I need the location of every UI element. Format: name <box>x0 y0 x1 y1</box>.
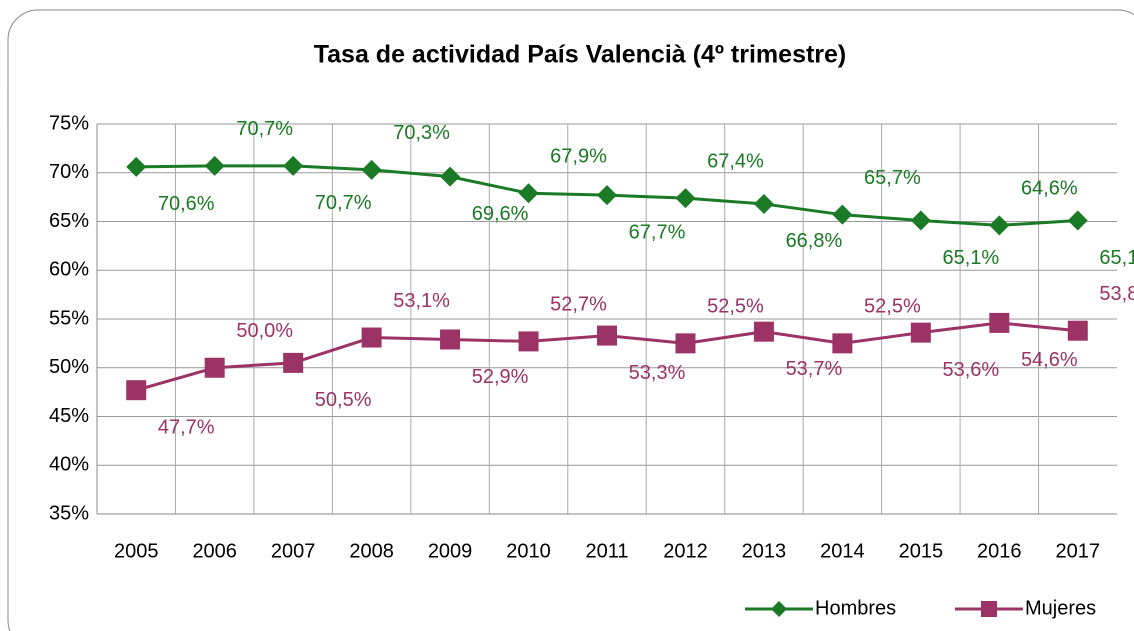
point <box>597 185 617 206</box>
legend-label: Mujeres <box>1025 597 1096 619</box>
point <box>440 166 461 187</box>
chart-title: Tasa de actividad País Valencià (4º trim… <box>314 41 847 69</box>
legend-label: Hombres <box>815 597 896 619</box>
point <box>204 357 225 378</box>
x-tick-label: 2009 <box>428 540 473 562</box>
point <box>753 321 774 342</box>
y-tick-label: 35% <box>49 502 89 524</box>
data-label: 47,7% <box>158 416 215 438</box>
x-tick-label: 2006 <box>192 540 237 562</box>
x-tick-label: 2011 <box>585 540 628 562</box>
x-tick-label: 2017 <box>1056 540 1101 562</box>
data-label: 54,6% <box>1021 349 1078 371</box>
data-label: 52,7% <box>550 294 607 316</box>
point <box>518 183 539 204</box>
point <box>126 380 147 401</box>
y-tick-label: 45% <box>49 405 89 427</box>
point <box>753 193 774 214</box>
data-label: 52,5% <box>707 296 764 318</box>
data-label: 65,1% <box>942 247 999 269</box>
data-label: 65,7% <box>864 167 921 189</box>
point <box>204 155 225 176</box>
data-label: 53,6% <box>942 359 999 381</box>
point <box>675 188 696 209</box>
y-tick-label: 70% <box>49 161 89 183</box>
point <box>910 322 931 343</box>
point <box>283 155 304 176</box>
x-tick-label: 2016 <box>977 540 1022 562</box>
x-tick-label: 2015 <box>899 540 944 562</box>
x-tick-label: 2010 <box>506 540 551 562</box>
point <box>910 210 931 231</box>
data-label: 53,3% <box>629 362 686 384</box>
data-label: 70,7% <box>236 118 293 140</box>
data-label: 70,7% <box>315 192 372 214</box>
data-label: 50,0% <box>236 320 293 342</box>
point <box>832 204 853 225</box>
y-tick-label: 50% <box>49 356 89 378</box>
x-tick-label: 2012 <box>663 540 708 562</box>
data-label: 64,6% <box>1021 178 1078 200</box>
data-label: 65,1% <box>1099 247 1134 269</box>
data-label: 53,7% <box>786 358 843 380</box>
point <box>597 325 617 346</box>
point <box>989 312 1010 333</box>
data-label: 53,1% <box>393 290 450 312</box>
data-label: 69,6% <box>472 203 529 225</box>
data-label: 67,4% <box>707 150 764 172</box>
point <box>283 352 304 373</box>
y-tick-label: 65% <box>49 210 89 232</box>
point <box>126 156 147 177</box>
y-tick-label: 55% <box>49 307 89 329</box>
x-tick-label: 2014 <box>820 540 865 562</box>
data-label: 67,9% <box>550 146 607 168</box>
point <box>832 333 853 354</box>
x-tick-label: 2013 <box>742 540 787 562</box>
data-label: 67,7% <box>629 221 686 243</box>
point <box>1067 320 1088 341</box>
point <box>518 331 539 352</box>
data-label: 53,8% <box>1099 283 1134 305</box>
x-tick-label: 2005 <box>114 540 159 562</box>
point <box>361 327 382 348</box>
point <box>675 333 696 354</box>
y-tick-label: 40% <box>49 454 89 476</box>
point <box>1067 210 1088 231</box>
data-label: 66,8% <box>786 230 843 252</box>
chart-border <box>7 9 1134 631</box>
point <box>989 215 1010 236</box>
point <box>361 159 382 180</box>
data-label: 70,6% <box>158 193 215 215</box>
legend-marker <box>771 601 787 617</box>
data-label: 50,5% <box>315 389 372 411</box>
data-label: 52,9% <box>472 366 529 388</box>
legend-marker <box>981 601 997 617</box>
data-label: 52,5% <box>864 296 921 318</box>
x-tick-label: 2008 <box>349 540 394 562</box>
y-tick-label: 60% <box>49 259 89 281</box>
point <box>440 329 461 350</box>
data-label: 70,3% <box>393 122 450 144</box>
x-tick-label: 2007 <box>271 540 316 562</box>
y-tick-label: 75% <box>49 112 89 134</box>
